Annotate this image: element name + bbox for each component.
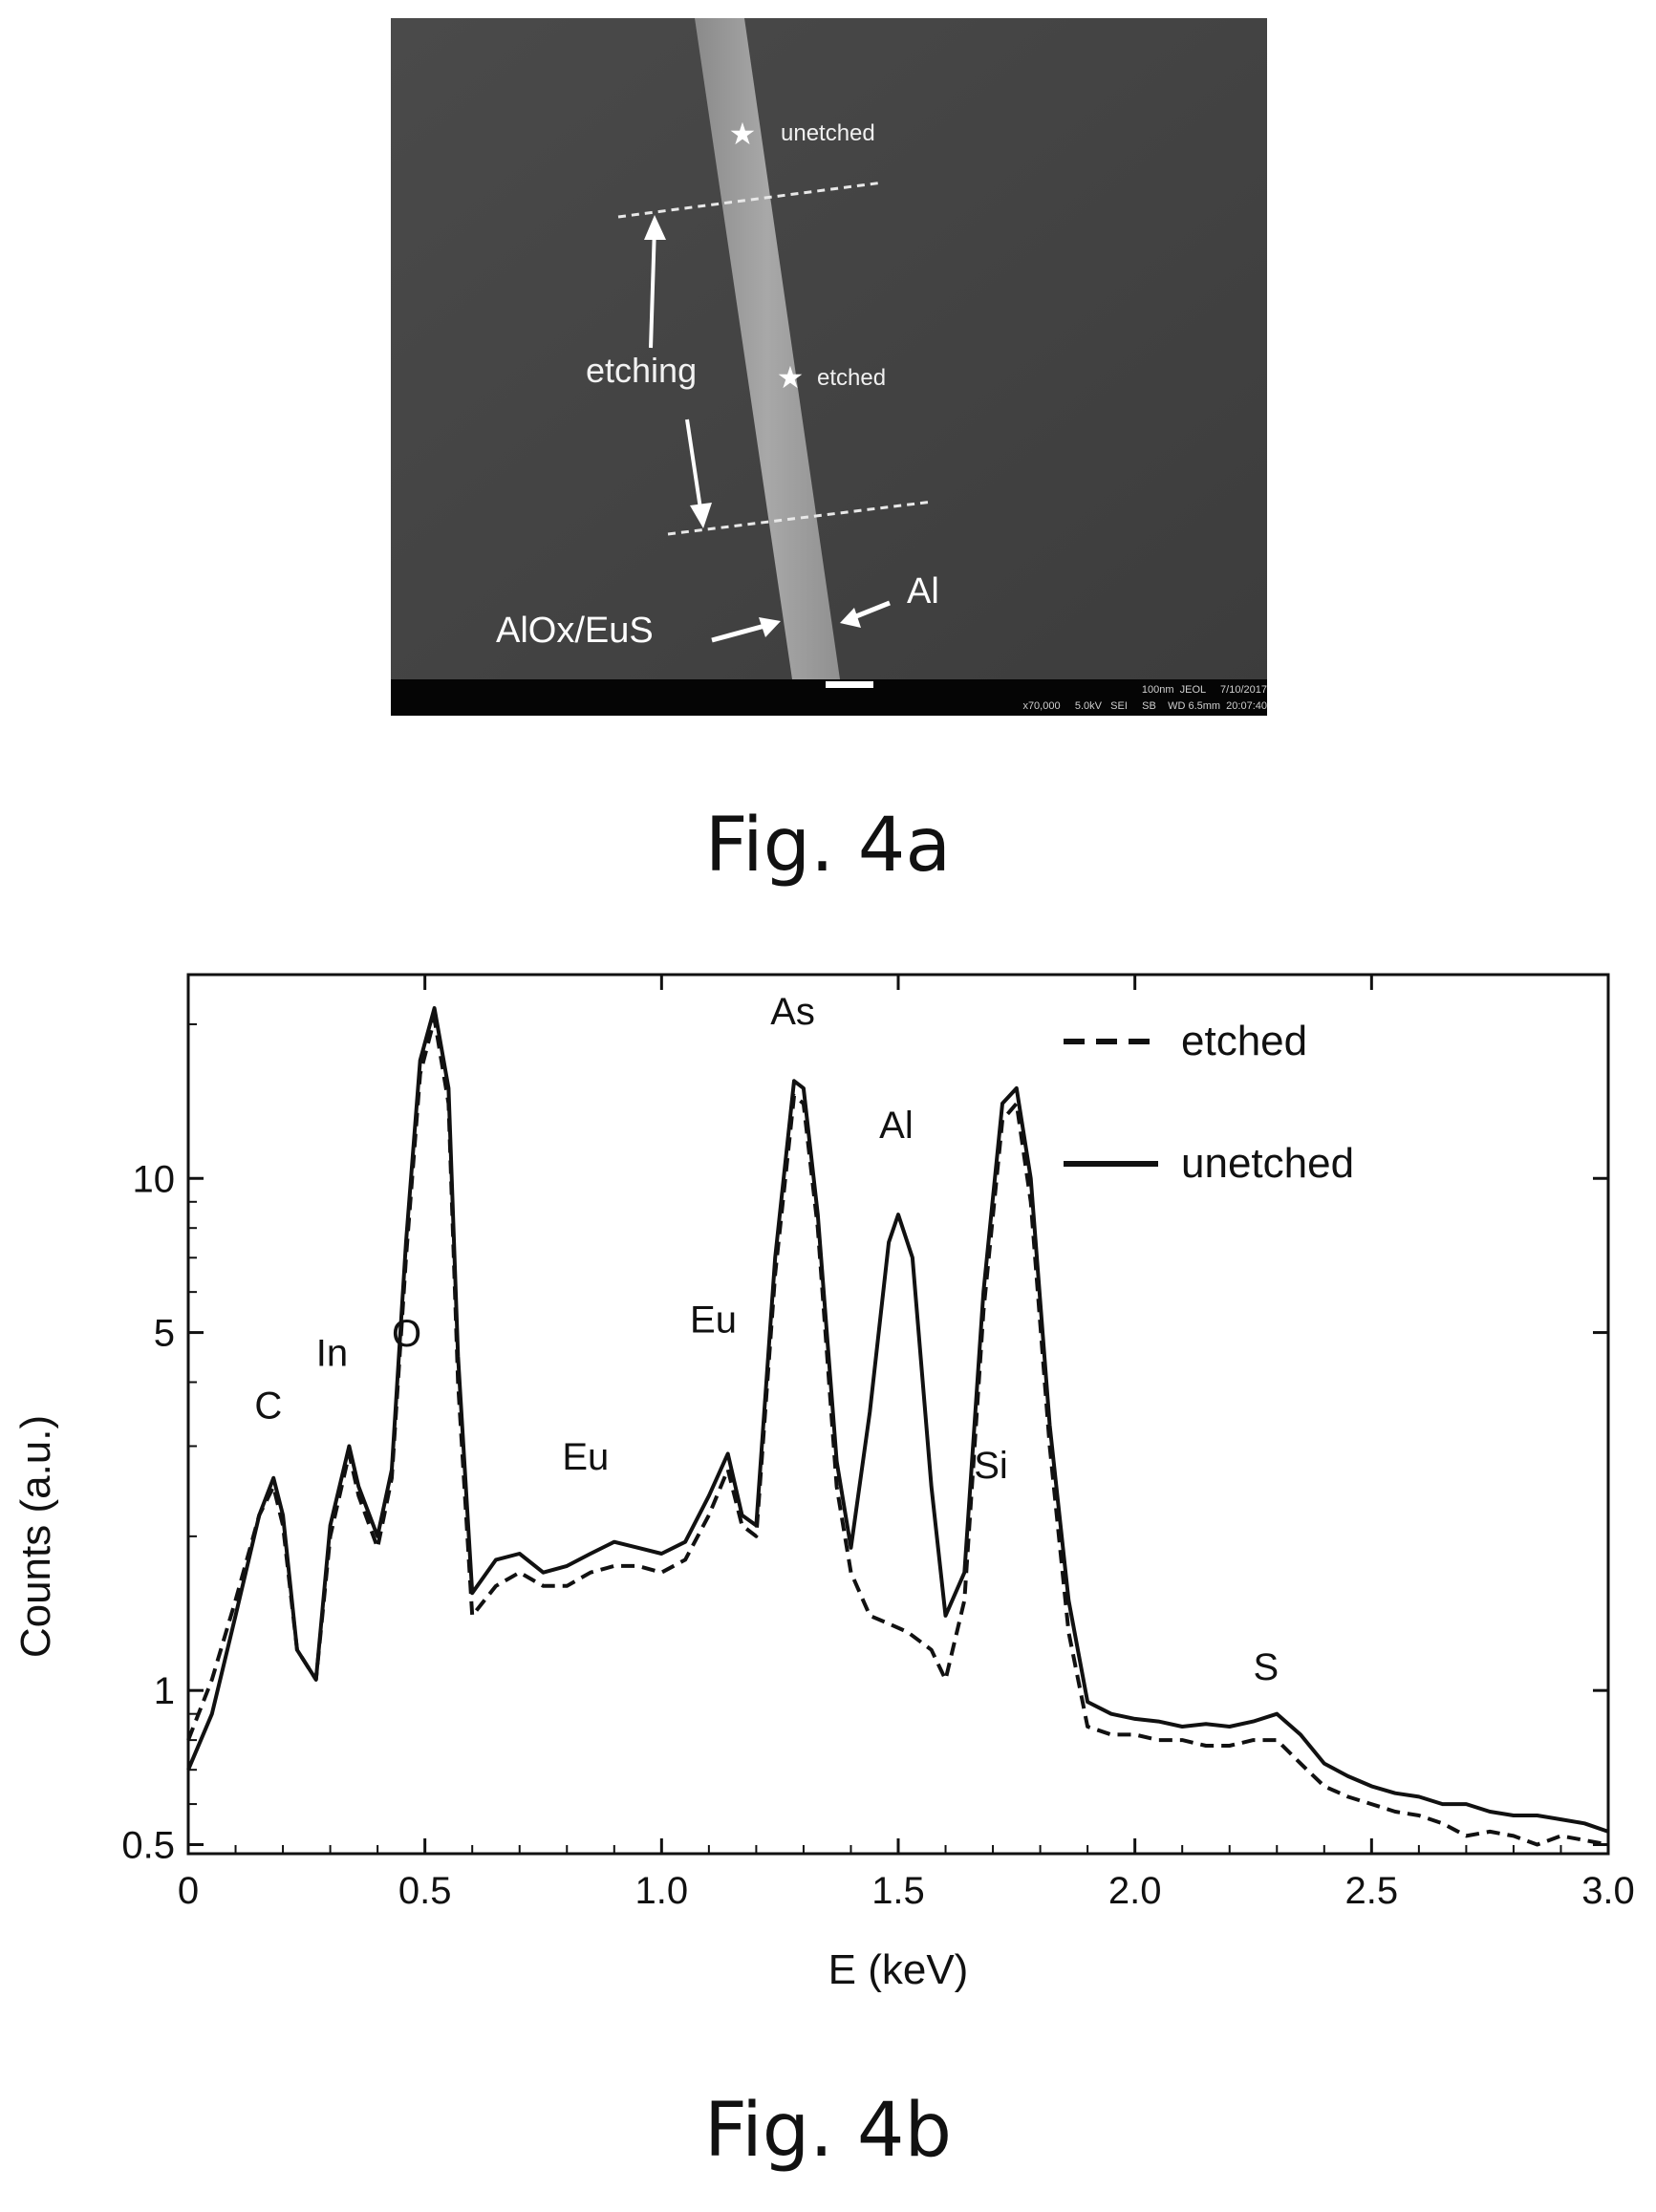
nanowire <box>695 18 840 679</box>
scale-bar <box>826 681 873 688</box>
y-tick-label: 5 <box>154 1313 175 1355</box>
etching-arrow-down <box>685 419 703 516</box>
y-tick-label: 1 <box>154 1670 175 1712</box>
aiox-arrow <box>711 622 769 643</box>
peak-label-c: C <box>254 1385 282 1427</box>
label-al: Al <box>907 571 939 612</box>
x-tick-label: 2.5 <box>1345 1870 1399 1912</box>
peak-label-s: S <box>1254 1646 1280 1688</box>
sem-background <box>391 18 1267 716</box>
aiox-arrow-head <box>759 617 781 637</box>
legend-label-etched: etched <box>1181 1018 1307 1064</box>
sem-info-row2: x70,000 5.0kV SEI SB WD 6.5mm 20:07:40 <box>1022 700 1267 712</box>
al-arrow-head <box>840 608 861 628</box>
etching-arrow-up-head <box>644 215 666 240</box>
chart-annotations: C In O Eu Eu As Al Si S <box>254 991 1279 1688</box>
sem-info-row1: 100nm JEOL 7/10/2017 <box>1142 684 1267 696</box>
y-tick-label: 0.5 <box>121 1824 175 1866</box>
chart-series <box>186 1006 1609 1847</box>
peak-label-as: As <box>770 991 815 1033</box>
peak-label-eu: Eu <box>690 1299 737 1342</box>
sem-micrograph: ★ unetched ★ etched etching AlOx/EuS Al … <box>391 18 1267 716</box>
etch-boundary-top <box>617 181 884 219</box>
etching-arrow-up <box>649 225 656 349</box>
x-tick-label: 1.0 <box>635 1870 689 1912</box>
label-aiox-eus: AlOx/EuS <box>496 611 654 651</box>
label-unetched: unetched <box>781 120 875 146</box>
y-tick-label: 10 <box>133 1158 176 1200</box>
caption-fig-4b: Fig. 4b <box>703 2088 953 2174</box>
x-tick-label: 0.5 <box>398 1870 452 1912</box>
y-axis-label: Counts (a.u.) <box>12 1415 59 1658</box>
x-tick-label: 1.5 <box>871 1870 925 1912</box>
caption-fig-4a: Fig. 4a <box>704 803 952 889</box>
label-etching: etching <box>586 351 697 390</box>
x-axis-label: E (keV) <box>828 1946 969 1993</box>
etch-boundary-bottom <box>667 500 934 536</box>
star-etched-icon: ★ <box>777 360 805 395</box>
chart-legend: etched unetched <box>1064 1018 1354 1187</box>
x-tick-label: 3.0 <box>1581 1870 1635 1912</box>
x-tick-label: 0 <box>178 1870 199 1912</box>
star-unetched-icon: ★ <box>729 117 757 151</box>
series-line-unetched <box>186 1006 1609 1834</box>
label-etched: etched <box>817 365 886 391</box>
peak-label-o: O <box>392 1313 421 1355</box>
x-tick-label: 2.0 <box>1108 1870 1162 1912</box>
etching-arrow-down-head <box>690 503 712 528</box>
al-arrow <box>850 600 891 621</box>
legend-label-unetched: unetched <box>1181 1140 1354 1187</box>
peak-label-si: Si <box>974 1445 1008 1487</box>
peak-label-in: In <box>316 1333 348 1375</box>
peak-label-al: Al <box>879 1105 914 1147</box>
peak-label-eu: Eu <box>562 1436 609 1478</box>
